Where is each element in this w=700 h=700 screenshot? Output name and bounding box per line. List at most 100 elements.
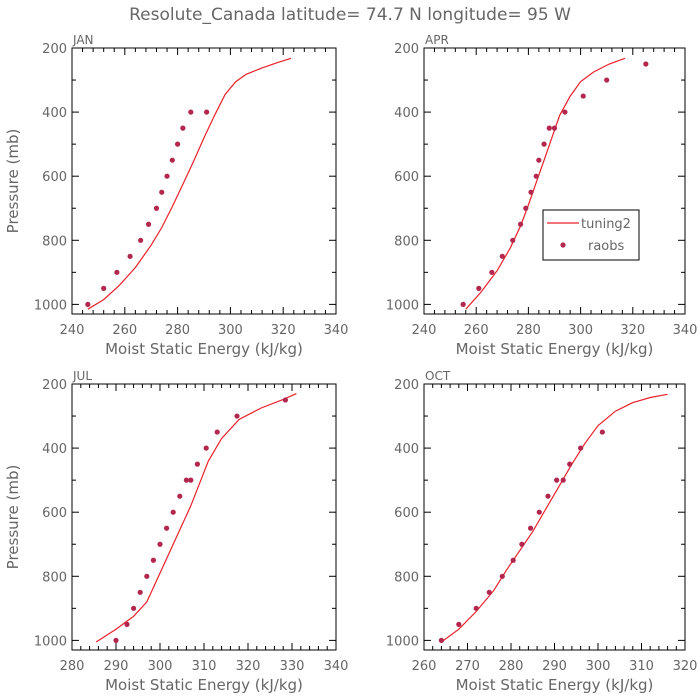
panel-title-jan: JAN	[72, 33, 94, 47]
raobs-point-apr	[541, 141, 547, 147]
x-tick-label-jul: 320	[236, 659, 261, 674]
y-tick-label-oct: 800	[394, 570, 419, 585]
legend-label-tuning2: tuning2	[581, 217, 631, 232]
legend-label-raobs: raobs	[588, 239, 625, 254]
x-axis-title-jan: Moist Static Energy (kJ/kg)	[105, 340, 303, 358]
raobs-point-oct	[527, 525, 534, 531]
panel-oct: OCT 260 270 280 290 300 310 320 200 400 600 800 1000…	[386, 369, 698, 694]
panel-jan: JAN 240 260 280 300 320 340 200 400 600 800 1000 Moi…	[4, 33, 348, 358]
raobs-point-jan	[114, 269, 120, 275]
raobs-point-apr	[517, 221, 524, 227]
raobs-point-jan	[169, 157, 175, 163]
figure-title: Resolute_Canada latitude= 74.7 N longitu…	[129, 5, 571, 25]
raobs-point-jul	[203, 445, 209, 451]
raobs-point-oct	[578, 445, 584, 451]
raobs-point-jul	[183, 477, 189, 483]
raobs-point-jul	[131, 605, 137, 611]
raobs-point-apr	[533, 173, 539, 179]
raobs-point-jan	[101, 285, 107, 291]
x-tick-label-oct: 290	[542, 659, 567, 674]
x-tick-label-apr: 240	[412, 323, 437, 338]
raobs-point-jul	[124, 621, 130, 627]
raobs-point-jan	[153, 205, 160, 211]
raobs-point-jul	[214, 429, 220, 435]
raobs-point-jan	[159, 189, 165, 195]
raobs-point-jan	[175, 141, 181, 147]
raobs-point-oct	[456, 621, 462, 627]
raobs-point-oct	[545, 493, 551, 499]
raobs-point-oct	[560, 477, 566, 483]
panel-title-jul: JUL	[72, 369, 92, 383]
raobs-point-apr	[523, 205, 529, 211]
panel-title-oct: OCT	[425, 369, 451, 383]
x-tick-label-jul: 300	[148, 659, 173, 674]
raobs-point-jul	[157, 541, 163, 547]
y-tick-label-jan: 400	[42, 106, 67, 121]
raobs-point-oct	[536, 509, 542, 515]
y-tick-label-oct: 400	[394, 442, 419, 457]
raobs-point-oct	[599, 429, 605, 435]
legend-box	[542, 209, 640, 261]
raobs-point-jul	[170, 509, 176, 515]
x-tick-label-jul: 310	[192, 659, 217, 674]
raobs-point-apr	[580, 93, 586, 99]
x-axis-title-apr: Moist Static Energy (kJ/kg)	[456, 340, 654, 358]
y-tick-label-jul: 400	[42, 442, 67, 457]
raobs-point-oct	[438, 637, 444, 643]
y-tick-label-jul: 200	[42, 378, 67, 393]
x-tick-label-jan: 340	[324, 323, 349, 338]
y-tick-label-oct: 1000	[386, 634, 419, 649]
x-tick-label-jan: 320	[271, 323, 296, 338]
x-tick-label-jul: 340	[324, 659, 349, 674]
y-tick-label-jan: 600	[42, 170, 67, 185]
x-tick-label-oct: 320	[673, 659, 698, 674]
raobs-point-oct	[519, 541, 525, 547]
series-line-tuning2-apr	[465, 57, 626, 310]
plot-frame-apr	[423, 47, 686, 315]
x-axis-title-oct: Moist Static Energy (kJ/kg)	[456, 676, 654, 694]
raobs-point-apr	[643, 61, 649, 67]
x-tick-label-jul: 290	[104, 659, 129, 674]
raobs-point-oct	[510, 557, 516, 563]
series-line-tuning2-jul	[95, 393, 297, 643]
legend-dot-swatch	[560, 242, 566, 248]
y-tick-label-jan: 800	[42, 234, 67, 249]
raobs-point-jan	[164, 173, 170, 179]
raobs-point-apr	[551, 125, 558, 131]
panel-apr: APR 240 260 280 300 320 340 200 400 600 800 1000 Moi…	[386, 33, 698, 358]
raobs-point-oct	[486, 589, 492, 595]
x-axis-title-jul: Moist Static Energy (kJ/kg)	[105, 676, 303, 694]
panel-title-apr: APR	[425, 33, 449, 47]
x-tick-label-oct: 270	[455, 659, 480, 674]
raobs-point-jul	[282, 397, 288, 403]
x-tick-label-apr: 300	[568, 323, 593, 338]
raobs-point-apr	[499, 253, 505, 259]
raobs-point-jan	[85, 301, 91, 307]
raobs-point-apr	[546, 125, 552, 131]
x-tick-label-jan: 280	[165, 323, 190, 338]
x-tick-label-jan: 260	[112, 323, 137, 338]
y-tick-label-jan: 1000	[34, 298, 67, 313]
raobs-point-jan	[145, 221, 152, 227]
raobs-point-jul	[177, 493, 183, 499]
x-tick-label-jan: 240	[60, 323, 85, 338]
raobs-point-apr	[562, 109, 568, 115]
raobs-point-apr	[510, 237, 516, 243]
y-axis-title-jan: Pressure (mb)	[4, 129, 22, 234]
x-tick-label-apr: 340	[673, 323, 698, 338]
plot-frame-oct	[423, 383, 686, 651]
plot-frame-jan	[71, 47, 337, 315]
raobs-point-oct	[554, 477, 560, 483]
y-tick-label-oct: 600	[394, 506, 419, 521]
x-tick-label-oct: 310	[629, 659, 654, 674]
raobs-point-oct	[499, 573, 505, 579]
raobs-point-apr	[604, 77, 610, 83]
raobs-point-jul	[188, 477, 194, 483]
legend: tuning2 raobs	[542, 209, 640, 261]
y-tick-label-apr: 1000	[386, 298, 419, 313]
raobs-point-jul	[144, 573, 150, 579]
x-tick-label-oct: 300	[586, 659, 611, 674]
raobs-point-jan	[127, 253, 133, 259]
plot-frame-jul	[71, 383, 337, 651]
